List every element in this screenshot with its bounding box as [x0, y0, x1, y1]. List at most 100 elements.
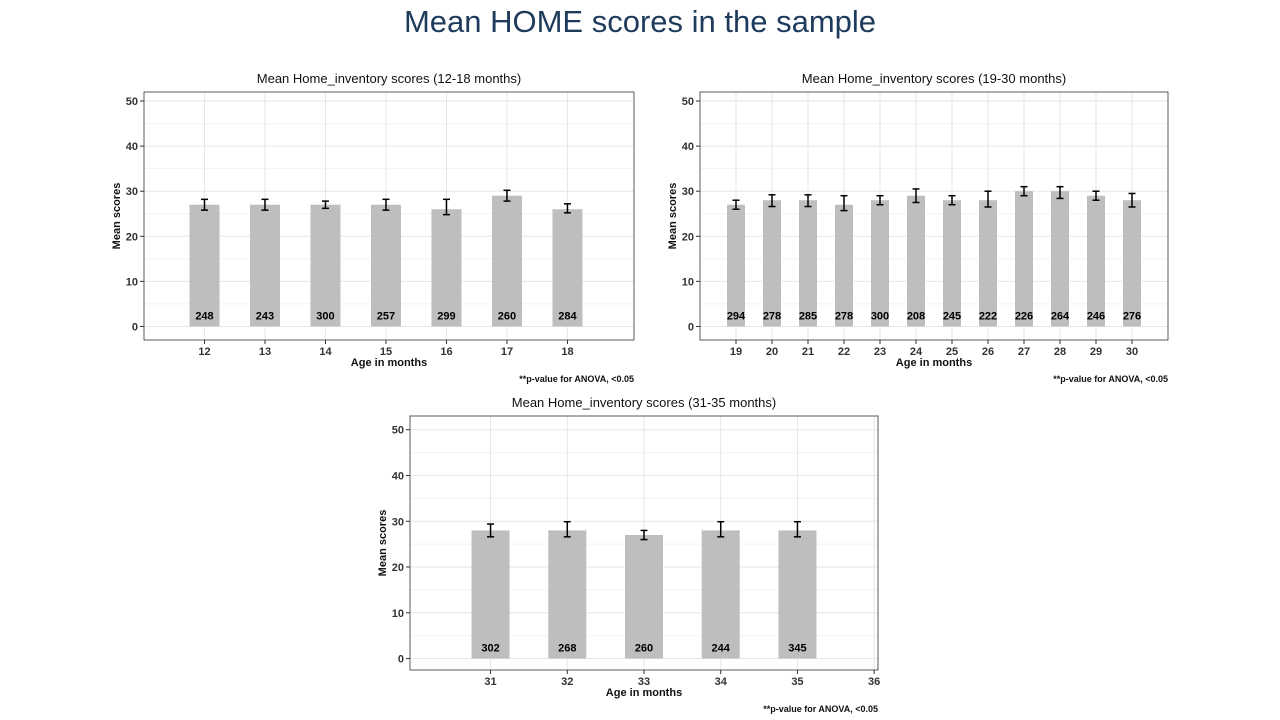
y-axis-label: Mean scores	[111, 183, 123, 250]
bar-30	[1123, 200, 1141, 327]
bar-count-label-29: 246	[1087, 310, 1105, 322]
chart-title: Mean Home_inventory scores (19-30 months…	[802, 71, 1066, 86]
y-tick-label: 40	[126, 141, 138, 153]
x-tick-label-12: 12	[198, 346, 210, 358]
y-tick-label: 50	[392, 425, 404, 437]
error-bar-19	[732, 199, 740, 210]
error-bar-13	[261, 198, 269, 211]
error-bar-35	[793, 520, 801, 538]
x-tick-label-30: 30	[1126, 346, 1138, 358]
bar-count-label-33: 260	[635, 643, 653, 655]
bar-count-label-21: 285	[799, 310, 817, 322]
bar-29	[1087, 195, 1105, 327]
bar-28	[1051, 191, 1069, 327]
bar-count-label-17: 260	[498, 310, 516, 322]
x-tick-label-20: 20	[766, 346, 778, 358]
bar-31	[471, 530, 510, 659]
bar-25	[943, 200, 961, 327]
x-tick-label-14: 14	[319, 346, 332, 358]
x-tick-label-23: 23	[874, 346, 886, 358]
bar-34	[701, 530, 740, 659]
x-axis-label: Age in months	[606, 687, 682, 699]
x-tick-label-31: 31	[484, 676, 496, 688]
error-bar-22	[840, 194, 848, 212]
bar-count-label-30: 276	[1123, 310, 1141, 322]
x-tick-label-27: 27	[1018, 346, 1030, 358]
chart-12-18-months: Mean Home_inventory scores (12-18 months…	[111, 71, 635, 384]
x-tick-label-13: 13	[259, 346, 271, 358]
x-axis-label: Age in months	[896, 357, 972, 369]
x-tick-label-15: 15	[380, 346, 392, 358]
error-bar-29	[1092, 190, 1100, 201]
error-bar-23	[876, 194, 884, 206]
error-bar-14	[321, 200, 329, 210]
bar-count-label-25: 245	[943, 310, 961, 322]
bar-26	[979, 200, 997, 327]
x-tick-label-22: 22	[838, 346, 850, 358]
x-tick-label-28: 28	[1054, 346, 1066, 358]
x-tick-label-35: 35	[791, 676, 803, 688]
y-tick-label: 20	[126, 231, 138, 243]
bar-count-label-27: 226	[1015, 310, 1033, 322]
y-tick-label: 30	[126, 186, 138, 198]
x-tick-label-29: 29	[1090, 346, 1102, 358]
x-tick-label-19: 19	[730, 346, 742, 358]
bar-35	[778, 530, 817, 659]
error-bar-15	[382, 198, 390, 211]
bar-20	[763, 200, 781, 327]
bar-27	[1015, 191, 1033, 327]
bar-33	[625, 534, 663, 659]
bar-count-label-35: 345	[788, 643, 806, 655]
chart-title: Mean Home_inventory scores (12-18 months…	[257, 71, 521, 86]
x-tick-label-18: 18	[561, 346, 573, 358]
chart-title: Mean Home_inventory scores (31-35 months…	[512, 395, 776, 410]
bar-16	[431, 209, 462, 327]
error-bar-31	[487, 523, 495, 538]
x-tick-label-17: 17	[501, 346, 513, 358]
bar-count-label-28: 264	[1051, 310, 1070, 322]
error-bar-30	[1128, 192, 1136, 208]
x-tick-label-24: 24	[910, 346, 923, 358]
y-tick-label: 50	[682, 96, 694, 108]
bar-count-label-26: 222	[979, 310, 997, 322]
bar-24	[907, 195, 925, 327]
x-tick-label-36: 36	[868, 676, 880, 688]
error-bar-16	[442, 198, 450, 216]
y-tick-label: 10	[392, 608, 404, 620]
y-tick-label: 0	[398, 654, 404, 666]
bar-count-label-13: 243	[256, 310, 274, 322]
bar-count-label-18: 284	[558, 310, 577, 322]
error-bar-25	[948, 194, 956, 206]
y-tick-label: 0	[132, 321, 138, 333]
error-bar-18	[563, 203, 571, 214]
bar-count-label-31: 302	[481, 643, 499, 655]
bar-count-label-15: 257	[377, 310, 395, 322]
y-axis-label: Mean scores	[377, 510, 389, 577]
y-tick-label: 0	[688, 321, 694, 333]
x-tick-label-34: 34	[715, 676, 728, 688]
y-axis-label: Mean scores	[667, 183, 679, 250]
bar-count-label-20: 278	[763, 310, 781, 322]
bar-count-label-23: 300	[871, 310, 889, 322]
bar-22	[835, 204, 853, 327]
bar-count-label-14: 300	[316, 310, 334, 322]
y-tick-label: 30	[392, 516, 404, 528]
bar-13	[249, 204, 280, 327]
bar-count-label-19: 294	[727, 310, 746, 322]
p-value-note: **p-value for ANOVA, <0.05	[1053, 374, 1168, 384]
error-bar-12	[200, 198, 208, 211]
x-tick-label-25: 25	[946, 346, 958, 358]
bar-count-label-34: 244	[712, 643, 731, 655]
chart-19-30-months: Mean Home_inventory scores (19-30 months…	[667, 71, 1169, 384]
bar-23	[871, 200, 889, 327]
bar-12	[189, 204, 220, 327]
bar-19	[727, 204, 745, 327]
bar-15	[370, 204, 401, 327]
error-bar-28	[1056, 185, 1064, 200]
bar-count-label-32: 268	[558, 643, 576, 655]
error-bar-24	[912, 188, 920, 204]
error-bar-17	[503, 189, 511, 202]
x-tick-label-33: 33	[638, 676, 650, 688]
y-tick-label: 10	[682, 276, 694, 288]
